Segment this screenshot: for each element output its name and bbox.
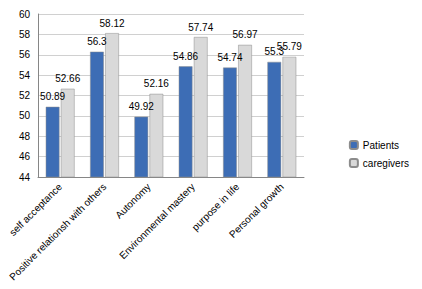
svg-text:50: 50 (19, 110, 31, 121)
svg-text:purpose in life: purpose in life (189, 181, 242, 233)
svg-text:60: 60 (19, 9, 31, 20)
svg-text:56: 56 (19, 49, 31, 60)
svg-text:Environmental mastery: Environmental mastery (117, 181, 197, 261)
svg-text:52: 52 (19, 90, 31, 101)
svg-text:44: 44 (19, 172, 31, 183)
svg-text:52.16: 52.16 (144, 78, 169, 89)
svg-text:54.86: 54.86 (173, 51, 198, 62)
svg-text:54.74: 54.74 (217, 52, 242, 63)
svg-text:Autonomy: Autonomy (113, 181, 153, 221)
svg-text:caregivers: caregivers (363, 158, 409, 169)
svg-text:55.79: 55.79 (277, 41, 302, 52)
svg-text:50.89: 50.89 (40, 91, 65, 102)
svg-text:55.3: 55.3 (264, 46, 284, 58)
svg-text:58: 58 (19, 29, 31, 40)
svg-text:58.12: 58.12 (100, 18, 125, 29)
svg-text:49.92: 49.92 (129, 101, 154, 112)
svg-text:56.97: 56.97 (233, 29, 258, 40)
svg-text:54: 54 (19, 70, 31, 81)
svg-text:56.3: 56.3 (87, 36, 107, 47)
svg-text:57.74: 57.74 (188, 22, 213, 33)
svg-text:46: 46 (19, 151, 31, 162)
svg-text:48: 48 (19, 131, 31, 142)
svg-text:Positive relationsh with other: Positive relationsh with others (7, 181, 108, 282)
svg-text:self acceptance: self acceptance (7, 181, 65, 238)
svg-text:Personal growth: Personal growth (227, 181, 286, 240)
svg-text:Patients: Patients (363, 140, 399, 151)
svg-text:52.66: 52.66 (55, 73, 80, 84)
